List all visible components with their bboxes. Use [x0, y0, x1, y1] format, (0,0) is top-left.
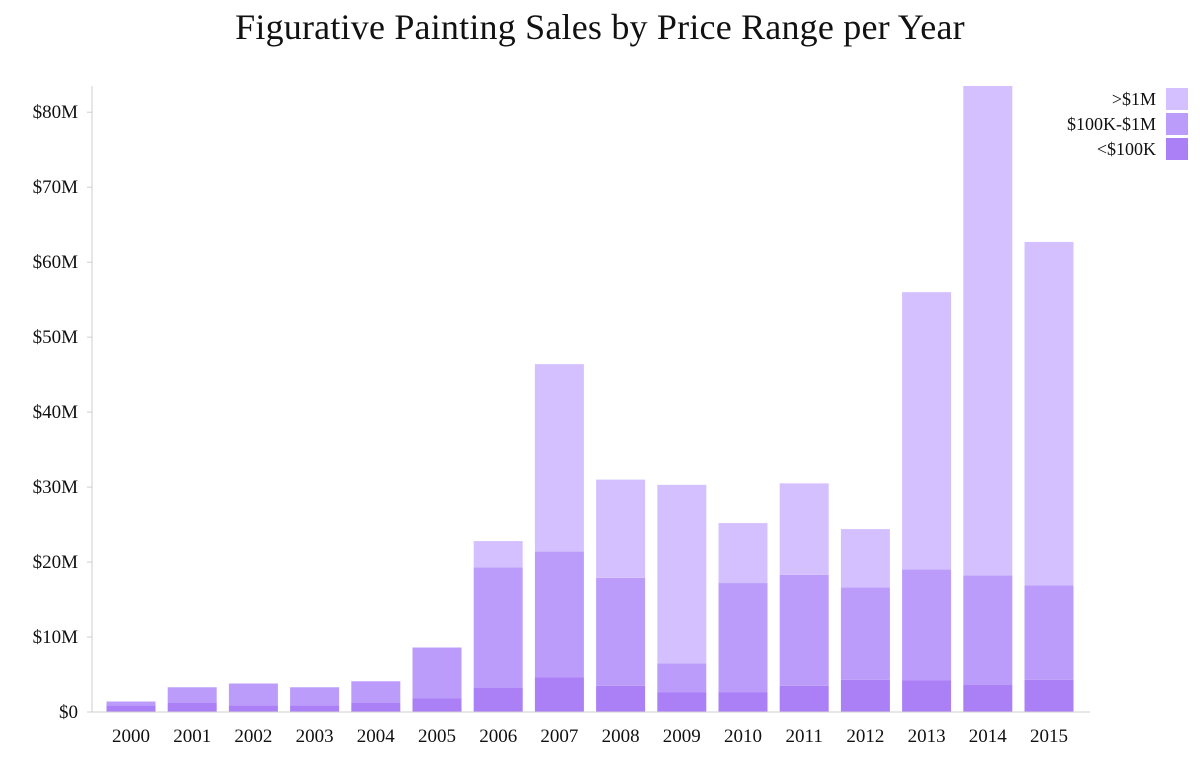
bar-segment: [840, 587, 890, 680]
bar-segment: [228, 683, 278, 706]
bar-segment: [596, 577, 646, 686]
chart-title: Figurative Painting Sales by Price Range…: [235, 7, 965, 47]
legend-swatch: [1166, 113, 1188, 135]
bar-segment: [534, 364, 584, 552]
bars-layer: [106, 86, 1074, 712]
x-tick-label: 2009: [663, 726, 701, 747]
y-tick-label: $40M: [33, 402, 79, 423]
bar-segment: [167, 687, 217, 704]
y-tick-label: $10M: [33, 627, 79, 648]
bar-segment: [106, 701, 156, 706]
bar-segment: [718, 583, 768, 693]
bar-segment: [902, 680, 952, 712]
bar-segment: [779, 483, 829, 575]
bar-segment: [779, 685, 829, 712]
bar-segment: [657, 692, 707, 712]
bar-segment: [351, 681, 401, 704]
x-tick-label: 2001: [173, 726, 211, 747]
x-tick-label: 2007: [540, 726, 578, 747]
legend-swatch: [1166, 138, 1188, 160]
bar-segment: [534, 551, 584, 678]
bar-segment: [963, 575, 1013, 686]
bar-segment: [963, 685, 1013, 712]
y-axis: $0 $10M $20M $30M $40M $50M $60M $70M $80M: [33, 86, 93, 723]
x-tick-label: 2006: [479, 726, 517, 747]
x-tick-label: 2008: [602, 726, 640, 747]
bar-segment: [963, 86, 1013, 576]
bar-segment: [351, 703, 401, 712]
x-axis: 2000 2001 2002 2003 2004 2005 2006 2007 2008 2009…: [92, 711, 1090, 747]
y-tick-label: $20M: [33, 552, 79, 573]
bar-segment: [596, 479, 646, 578]
y-tick-label: $0: [59, 702, 78, 723]
bar-segment: [1024, 585, 1074, 680]
x-tick-label: 2014: [969, 726, 1008, 747]
bar-segment: [1024, 241, 1074, 586]
x-tick-label: 2011: [786, 726, 823, 747]
bar-segment: [167, 703, 217, 712]
bar-segment: [473, 541, 523, 568]
y-tick-label: $30M: [33, 477, 79, 498]
x-tick-label: 2013: [908, 726, 946, 747]
y-tick-label: $80M: [33, 102, 79, 123]
bar-segment: [657, 663, 707, 693]
bar-segment: [290, 705, 340, 712]
bar-segment: [718, 523, 768, 584]
bar-segment: [412, 647, 462, 699]
bar-segment: [473, 688, 523, 712]
x-tick-label: 2002: [234, 726, 272, 747]
bar-segment: [290, 687, 340, 706]
x-tick-label: 2005: [418, 726, 456, 747]
y-tick-label: $50M: [33, 327, 79, 348]
y-tick-label: $70M: [33, 177, 79, 198]
x-tick-label: 2015: [1030, 726, 1068, 747]
legend-label: >$1M: [1112, 89, 1156, 109]
x-tick-label: 2003: [296, 726, 334, 747]
legend-swatch: [1166, 88, 1188, 110]
bar-segment: [473, 567, 523, 689]
legend-label: <$100K: [1097, 139, 1156, 159]
x-tick-label: 2000: [112, 726, 150, 747]
bar-segment: [534, 677, 584, 712]
x-tick-label: 2004: [357, 726, 396, 747]
legend-label: $100K-$1M: [1067, 114, 1156, 134]
bar-segment: [228, 705, 278, 712]
x-tick-label: 2010: [724, 726, 762, 747]
bar-segment: [106, 705, 156, 712]
bar-segment: [596, 685, 646, 712]
bar-segment: [1024, 679, 1074, 712]
bar-segment: [412, 698, 462, 712]
bar-segment: [718, 692, 768, 712]
legend: >$1M $100K-$1M <$100K: [1067, 88, 1188, 160]
bar-segment: [902, 292, 952, 570]
x-tick-label: 2012: [846, 726, 884, 747]
bar-segment: [840, 529, 890, 588]
y-tick-label: $60M: [33, 252, 79, 273]
bar-segment: [902, 569, 952, 681]
bar-segment: [657, 484, 707, 664]
bar-segment: [840, 679, 890, 712]
bar-segment: [779, 574, 829, 686]
